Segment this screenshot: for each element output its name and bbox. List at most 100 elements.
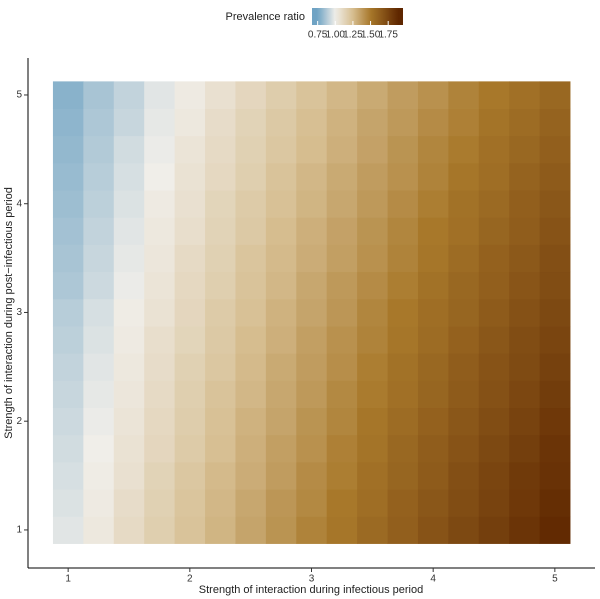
- heat-cell: [144, 135, 176, 164]
- heat-cell: [509, 434, 541, 463]
- heat-cell: [539, 326, 571, 354]
- heat-cell: [83, 489, 115, 517]
- heat-cell: [448, 407, 480, 436]
- heat-cell: [52, 271, 84, 300]
- heat-cell: [448, 461, 480, 490]
- heat-cell: [235, 108, 267, 137]
- y-tick-label: 5: [16, 90, 22, 101]
- heat-cell: [326, 135, 358, 164]
- heat-cell: [296, 190, 328, 218]
- heat-cell: [113, 461, 145, 490]
- heat-cell: [357, 461, 388, 490]
- heat-cell: [357, 190, 388, 218]
- heat-cell: [174, 380, 206, 409]
- heat-cell: [235, 489, 267, 517]
- heat-cell: [144, 162, 176, 191]
- heat-cell: [326, 244, 358, 273]
- heat-cell: [417, 271, 449, 300]
- heat-cell: [357, 217, 388, 245]
- heat-cell: [417, 516, 449, 544]
- heat-cell: [144, 271, 176, 300]
- heat-cell: [52, 81, 84, 109]
- heat-cell: [235, 135, 267, 164]
- heat-cell: [539, 461, 571, 490]
- heat-cell: [539, 217, 571, 245]
- heat-cell: [144, 217, 176, 245]
- heat-cell: [326, 434, 358, 463]
- heat-cell: [539, 190, 571, 218]
- heat-cell: [509, 461, 541, 490]
- heat-cell: [478, 461, 510, 490]
- heat-cell: [174, 271, 206, 300]
- heat-cell: [478, 380, 510, 409]
- heat-cell: [265, 298, 297, 327]
- heat-cell: [205, 108, 236, 137]
- heat-cell: [265, 434, 297, 463]
- heat-cell: [144, 244, 176, 273]
- heat-cell: [174, 461, 206, 490]
- heat-cell: [387, 162, 419, 191]
- heat-cell: [113, 326, 145, 354]
- heat-cell: [174, 326, 206, 354]
- heat-cell: [448, 190, 480, 218]
- heat-cell: [326, 81, 358, 109]
- heat-cell: [83, 407, 115, 436]
- heat-cell: [265, 135, 297, 164]
- heat-cell: [509, 135, 541, 164]
- heat-cell: [296, 516, 328, 544]
- heat-cell: [235, 217, 267, 245]
- legend-tick-label: 0.75: [308, 30, 328, 41]
- heat-cell: [83, 135, 115, 164]
- heat-cell: [235, 81, 267, 109]
- heat-cell: [174, 81, 206, 109]
- heat-cell: [478, 108, 510, 137]
- heat-cell: [478, 271, 510, 300]
- heat-cell: [52, 298, 84, 327]
- heat-cell: [357, 298, 388, 327]
- heat-cell: [357, 407, 388, 436]
- heat-cell: [448, 81, 480, 109]
- heat-cell: [144, 353, 176, 381]
- heat-cell: [539, 407, 571, 436]
- heat-cell: [448, 271, 480, 300]
- heat-cell: [478, 516, 510, 544]
- heat-cell: [265, 162, 297, 191]
- heat-cell: [205, 81, 236, 109]
- heat-cell: [235, 516, 267, 544]
- heat-cell: [539, 108, 571, 137]
- heat-cell: [478, 244, 510, 273]
- heat-cell: [296, 244, 328, 273]
- heat-cell: [417, 244, 449, 273]
- heat-cell: [265, 326, 297, 354]
- heat-cell: [296, 434, 328, 463]
- heat-cell: [387, 298, 419, 327]
- legend-tick-label: 1.25: [343, 30, 363, 41]
- heat-cell: [113, 81, 145, 109]
- heat-cell: [52, 217, 84, 245]
- heat-cell: [205, 489, 236, 517]
- heat-cell: [205, 298, 236, 327]
- heat-cell: [539, 380, 571, 409]
- heat-cell: [265, 271, 297, 300]
- heat-cell: [296, 135, 328, 164]
- heat-cell: [174, 108, 206, 137]
- heat-cell: [113, 353, 145, 381]
- heat-cell: [387, 271, 419, 300]
- heat-cell: [83, 380, 115, 409]
- heat-cell: [52, 407, 84, 436]
- heat-cell: [417, 489, 449, 517]
- heat-cell: [52, 162, 84, 191]
- heat-cell: [144, 434, 176, 463]
- heat-cell: [509, 407, 541, 436]
- x-tick-label: 2: [187, 574, 193, 585]
- heat-cell: [83, 353, 115, 381]
- heat-cell: [509, 353, 541, 381]
- heat-cell: [265, 108, 297, 137]
- heat-cell: [144, 298, 176, 327]
- heat-cell: [144, 516, 176, 544]
- heat-cell: [205, 380, 236, 409]
- heat-cell: [478, 190, 510, 218]
- heat-cell: [296, 353, 328, 381]
- heat-cell: [235, 162, 267, 191]
- heat-cell: [83, 461, 115, 490]
